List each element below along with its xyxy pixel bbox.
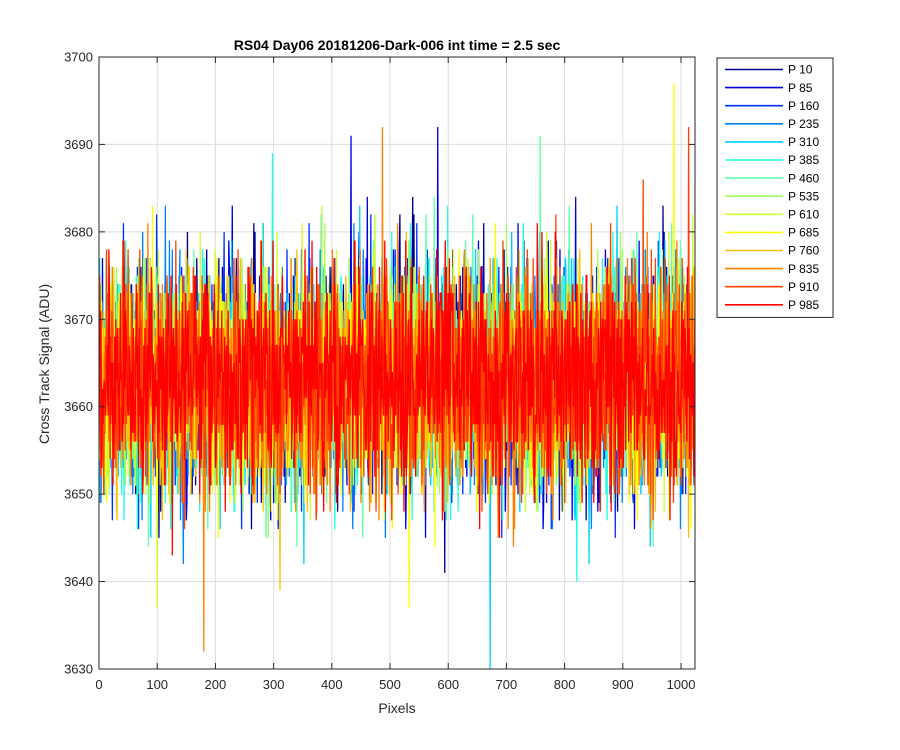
y-tick-label: 3680 [64, 224, 93, 239]
legend-label: P 985 [788, 298, 819, 312]
legend-label: P 460 [788, 171, 819, 185]
legend-label: P 310 [788, 135, 819, 149]
axes-box [98, 56, 696, 670]
x-tick-label: 200 [205, 677, 227, 692]
y-tick-label: 3670 [64, 312, 93, 327]
legend-label: P 535 [788, 189, 819, 203]
x-tick-label: 900 [612, 677, 634, 692]
legend-label: P 910 [788, 280, 819, 294]
legend-label: P 160 [788, 99, 819, 113]
y-tick-label: 3660 [64, 399, 93, 414]
y-tick-label: 3630 [64, 662, 93, 677]
legend-label: P 85 [788, 81, 813, 95]
legend-label: P 685 [788, 226, 819, 240]
x-axis-label: Pixels [378, 700, 415, 716]
chart-title: RS04 Day06 20181206-Dark-006 int time = … [234, 37, 561, 53]
legend-label: P 610 [788, 208, 819, 222]
x-tick-label: 700 [496, 677, 518, 692]
legend-label: P 10 [788, 63, 813, 77]
y-tick-label: 3690 [64, 137, 93, 152]
legend-label: P 835 [788, 262, 819, 276]
series-line-p-985 [99, 223, 695, 556]
x-tick-label: 0 [95, 677, 102, 692]
y-axis-label: Cross Track Signal (ADU) [36, 284, 52, 444]
x-tick-label: 600 [437, 677, 459, 692]
x-tick-label: 400 [321, 677, 343, 692]
plot-area-series [99, 83, 695, 669]
axis-ticks: 0 100 200 300 400 500 600 700 800 900 1000 3630 3640… [64, 50, 695, 693]
x-tick-label: 100 [146, 677, 168, 692]
x-tick-label: 300 [263, 677, 285, 692]
x-tick-label: 500 [379, 677, 401, 692]
y-tick-label: 3700 [64, 50, 93, 65]
legend-label: P 385 [788, 153, 819, 167]
legend-box [716, 57, 834, 318]
series-line-p-910 [99, 126, 695, 530]
y-tick-label: 3640 [64, 574, 93, 589]
legend-label: P 760 [788, 244, 819, 258]
legend-label: P 235 [788, 117, 819, 131]
x-tick-label: 1000 [667, 677, 696, 692]
legend: P 10 P 85 P 160 P 235 P 310 P 385 P 460 P 535 P … [716, 57, 834, 318]
y-tick-label: 3650 [64, 487, 93, 502]
x-tick-label: 800 [554, 677, 576, 692]
